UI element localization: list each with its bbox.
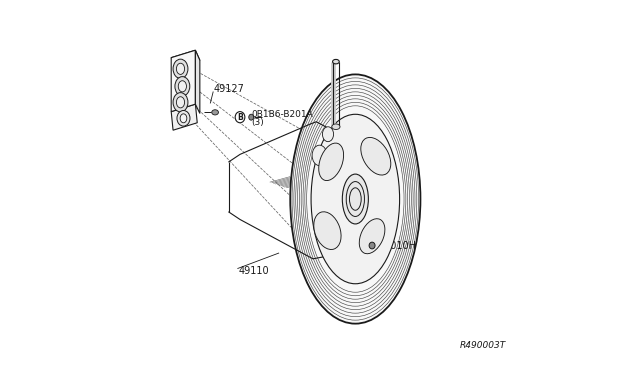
Text: R490003T: R490003T — [460, 341, 506, 350]
Ellipse shape — [319, 143, 344, 180]
Ellipse shape — [311, 114, 399, 284]
Ellipse shape — [316, 217, 330, 236]
Ellipse shape — [342, 174, 369, 224]
Ellipse shape — [177, 110, 190, 126]
Ellipse shape — [249, 114, 253, 120]
Ellipse shape — [361, 137, 391, 175]
Ellipse shape — [180, 114, 187, 123]
Ellipse shape — [173, 93, 188, 112]
Text: 0B1B6-B201A: 0B1B6-B201A — [251, 110, 313, 119]
Ellipse shape — [349, 188, 361, 210]
Ellipse shape — [346, 182, 364, 217]
Ellipse shape — [177, 63, 184, 74]
Ellipse shape — [321, 177, 349, 232]
Ellipse shape — [369, 242, 375, 249]
Ellipse shape — [175, 77, 190, 96]
Polygon shape — [195, 50, 200, 113]
Ellipse shape — [333, 60, 339, 64]
Ellipse shape — [177, 97, 184, 108]
Ellipse shape — [290, 74, 420, 324]
Ellipse shape — [323, 142, 342, 248]
Text: B: B — [237, 113, 243, 122]
Text: (3): (3) — [251, 118, 264, 126]
Ellipse shape — [332, 124, 340, 129]
Ellipse shape — [235, 112, 245, 123]
Polygon shape — [172, 50, 195, 112]
Ellipse shape — [212, 110, 218, 115]
Polygon shape — [172, 50, 200, 68]
Text: 49127: 49127 — [214, 84, 245, 94]
Ellipse shape — [312, 145, 327, 166]
Text: 49010H: 49010H — [379, 241, 417, 250]
Ellipse shape — [179, 81, 186, 92]
Text: 49110: 49110 — [238, 266, 269, 276]
Ellipse shape — [323, 127, 333, 142]
Ellipse shape — [314, 212, 341, 250]
Ellipse shape — [173, 59, 188, 78]
Ellipse shape — [359, 219, 385, 254]
Polygon shape — [172, 104, 197, 130]
